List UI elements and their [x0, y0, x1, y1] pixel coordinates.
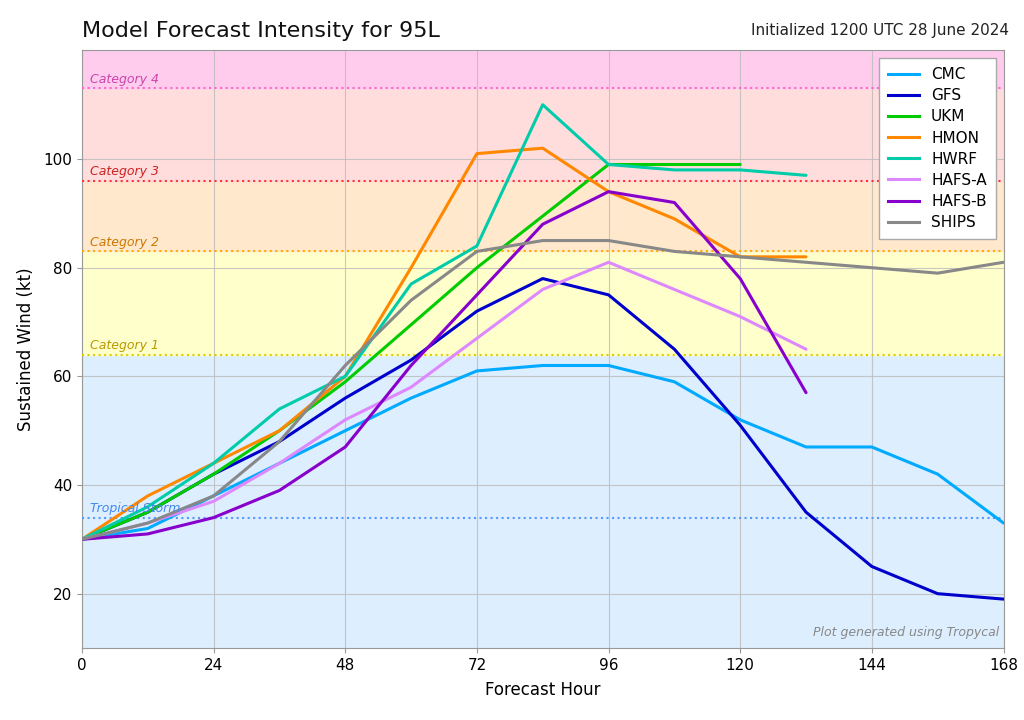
- Bar: [82, 89, 1004, 181]
- X-axis label: Forecast Hour: Forecast Hour: [485, 681, 600, 699]
- Text: Category 4: Category 4: [90, 73, 159, 86]
- Bar: [82, 251, 1004, 355]
- Text: Category 1: Category 1: [90, 339, 159, 352]
- Text: Model Forecast Intensity for 95L: Model Forecast Intensity for 95L: [82, 20, 439, 40]
- Bar: [82, 355, 1004, 648]
- Text: Plot generated using Tropycal: Plot generated using Tropycal: [813, 626, 998, 639]
- Legend: CMC, GFS, UKM, HMON, HWRF, HAFS-A, HAFS-B, SHIPS: CMC, GFS, UKM, HMON, HWRF, HAFS-A, HAFS-…: [880, 58, 996, 239]
- Bar: [82, 50, 1004, 89]
- Bar: [82, 181, 1004, 251]
- Text: Category 2: Category 2: [90, 235, 159, 248]
- Text: Category 3: Category 3: [90, 165, 159, 178]
- Y-axis label: Sustained Wind (kt): Sustained Wind (kt): [17, 267, 35, 431]
- Text: Tropical Storm: Tropical Storm: [90, 502, 180, 515]
- Text: Initialized 1200 UTC 28 June 2024: Initialized 1200 UTC 28 June 2024: [751, 23, 1009, 38]
